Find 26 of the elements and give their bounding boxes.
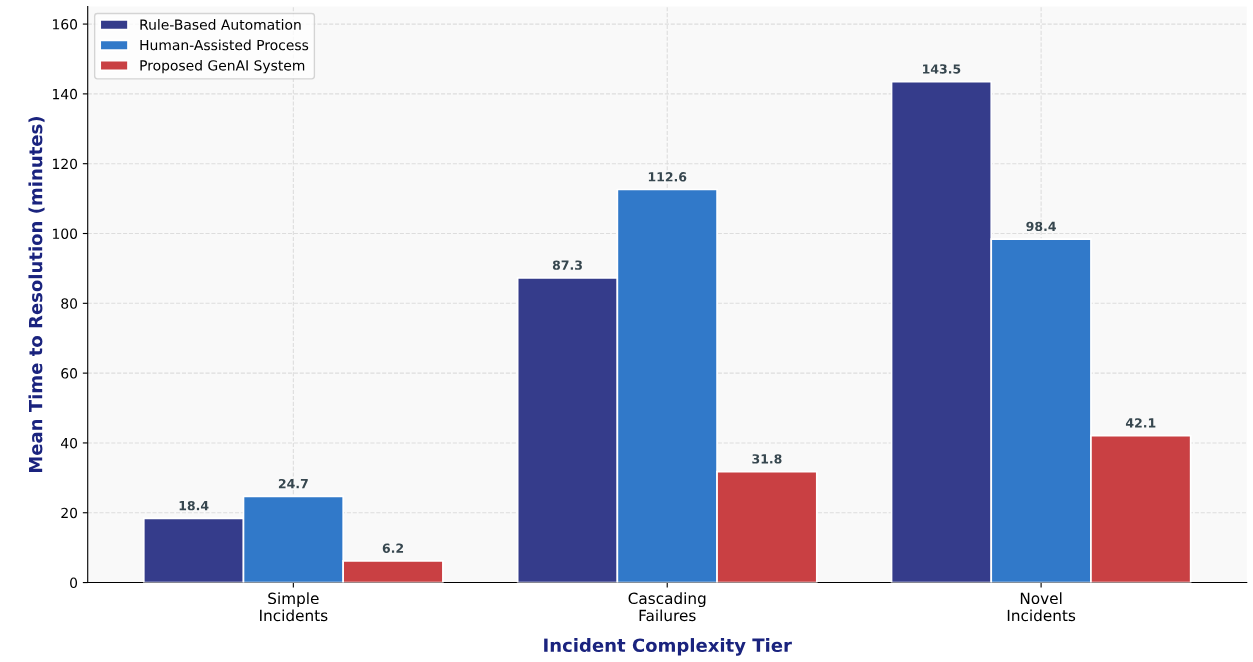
y-tick-label: 100 [53,228,78,239]
legend-label: Proposed GenAI System [140,59,305,74]
x-tick-label: Simple Incidents [260,592,328,622]
data-label: 18.4 [179,500,209,511]
data-label: 31.8 [752,454,782,464]
y-axis-title: Mean Time to Resolution (minutes) [28,117,45,473]
data-label: 98.4 [1026,221,1056,232]
y-tick-label: 160 [53,19,78,30]
y-tick-label: 60 [61,368,78,379]
y-tick-label: 40 [60,437,78,449]
y-tick-label: 20 [61,507,78,519]
data-label: 42.1 [1125,418,1156,428]
y-tick-label: 0 [70,577,78,589]
y-tick-label: 140 [53,88,78,100]
data-label: 87.3 [552,260,582,270]
x-tick-label: Cascading Failures [628,592,706,622]
data-label: 143.5 [923,64,961,74]
legend-label: Rule-Based Automation [140,19,301,30]
x-tick-label: Novel Incidents [1007,592,1076,622]
data-label: 24.7 [278,478,308,489]
data-label: 112.6 [648,172,687,182]
y-tick-label: 80 [61,298,78,309]
legend-label: Human-Assisted Process [140,39,309,51]
y-tick-label: 120 [53,158,78,170]
data-label: 6.2 [382,543,404,553]
x-axis-title: Incident Complexity Tier [544,638,792,656]
